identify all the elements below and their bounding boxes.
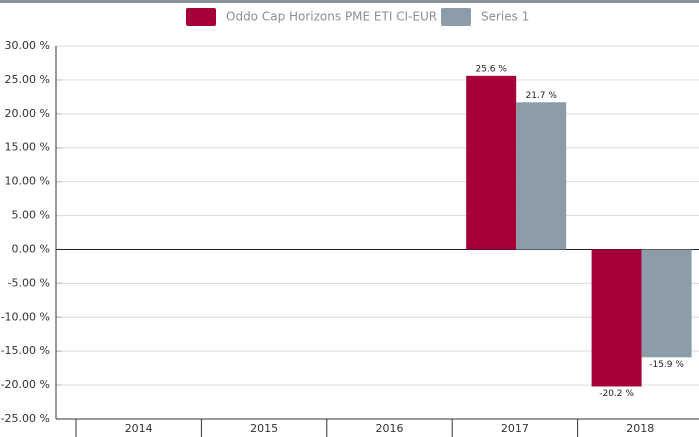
bar <box>641 249 692 358</box>
y-tick-label: 25.00 % <box>5 73 50 86</box>
legend-label: Oddo Cap Horizons PME ETI CI-EUR <box>226 10 437 24</box>
top-bar <box>0 0 699 3</box>
x-tick-label: 2015 <box>250 422 278 435</box>
bar <box>516 102 567 250</box>
y-tick-label: 5.00 % <box>12 209 50 222</box>
y-tick-label: -10.00 % <box>1 310 50 323</box>
y-tick-label: -15.00 % <box>1 344 50 357</box>
y-tick-label: 10.00 % <box>5 175 50 188</box>
x-tick-label: 2014 <box>125 422 153 435</box>
legend-swatch <box>441 8 471 26</box>
y-tick-label: -5.00 % <box>8 276 50 289</box>
data-label: 25.6 % <box>475 64 507 74</box>
y-tick-label: -25.00 % <box>1 412 50 425</box>
data-label: -20.2 % <box>599 389 634 399</box>
legend-label: Series 1 <box>481 10 529 24</box>
legend-swatch <box>186 8 216 26</box>
y-tick-label: 0.00 % <box>12 242 50 255</box>
y-tick-label: 15.00 % <box>5 141 50 154</box>
x-tick-label: 2016 <box>376 422 404 435</box>
y-tick-label: -20.00 % <box>1 378 50 391</box>
x-tick-label: 2018 <box>626 422 654 435</box>
y-tick-label: 30.00 % <box>5 39 50 52</box>
bar <box>591 249 642 387</box>
x-tick-label: 2017 <box>501 422 529 435</box>
data-label: -15.9 % <box>649 360 684 370</box>
bar <box>466 75 517 250</box>
data-label: 21.7 % <box>525 91 557 101</box>
y-tick-label: 20.00 % <box>5 107 50 120</box>
